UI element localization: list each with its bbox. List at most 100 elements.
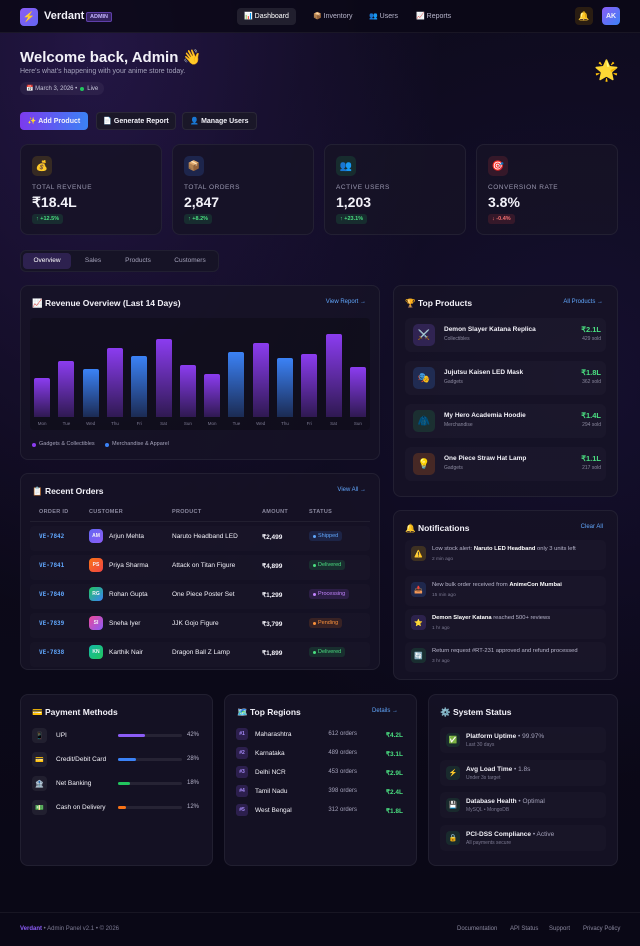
region-rank: #5: [236, 804, 248, 816]
date: 📅 March 3, 2026 •: [26, 86, 78, 92]
footer-link[interactable]: Documentation: [457, 926, 498, 932]
status-dot: [313, 621, 316, 625]
status-name: Database Health: [466, 798, 517, 805]
tab[interactable]: Products: [125, 257, 151, 264]
section-link[interactable]: View All →: [337, 487, 366, 493]
status-dot: [313, 534, 316, 538]
kpi-value: ₹18.4L: [32, 194, 77, 210]
section-link[interactable]: All Products →: [563, 299, 603, 305]
region-revenue: ₹1.8L: [385, 808, 403, 815]
nav-item[interactable]: 📦 Inventory: [313, 13, 353, 20]
notification-text: Demon Slayer Katana reached 500+ reviews: [432, 615, 602, 621]
section-link[interactable]: Clear All: [580, 524, 603, 530]
order-id: VE-7838: [39, 649, 65, 656]
footer-link[interactable]: Privacy Policy: [583, 926, 621, 932]
action-button[interactable]: ✨ Add Product: [20, 112, 88, 130]
bar: [82, 369, 99, 417]
table-header: ORDER ID: [39, 509, 69, 515]
status-note: MySQL • MongoDB: [466, 807, 510, 813]
footer-link[interactable]: API Status: [510, 926, 539, 932]
highlight: AnimeCon Mumbai: [509, 582, 562, 588]
welcome-subtitle: Here's what's happening with your anime …: [20, 68, 186, 75]
notification-text: New bulk order received from AnimeCon Mu…: [432, 582, 602, 588]
text: New bulk order received from: [432, 582, 510, 588]
section-title: 📋 Recent Orders: [32, 486, 104, 496]
kpi-icon: 🎯: [488, 156, 508, 176]
nav-item[interactable]: 📈 Reports: [416, 13, 452, 20]
nav-item[interactable]: 👥 Users: [369, 13, 398, 20]
user-avatar[interactable]: AK: [602, 7, 620, 25]
bar: [155, 338, 172, 417]
section-title: ⚙️ System Status: [440, 707, 512, 717]
kpi-change: ↑ +8.2%: [184, 214, 213, 224]
section-link[interactable]: Details →: [371, 708, 398, 714]
tab[interactable]: Overview: [23, 253, 71, 269]
highlight: Demon Slayer Katana: [432, 615, 492, 621]
x-tick-label: Tue: [62, 421, 71, 426]
notification-time: 3 hr ago: [432, 659, 450, 664]
region-name: Karnataka: [255, 750, 285, 757]
notification-item: [405, 642, 606, 672]
order-amount: ₹2,499: [262, 534, 283, 541]
notification-item: [405, 540, 606, 570]
payment-icon: 💵: [32, 800, 47, 815]
notification-icon: 📥: [411, 582, 426, 597]
region-rank: #4: [236, 785, 248, 797]
product-name: One Piece Straw Hat Lamp: [444, 455, 527, 462]
text: reached 500+ reviews: [491, 615, 551, 621]
logo-icon: ⚡: [20, 8, 38, 26]
tab[interactable]: Sales: [84, 257, 102, 264]
table-header: PRODUCT: [172, 509, 202, 515]
legend-swatch: [32, 443, 36, 447]
customer-avatar: RG: [89, 587, 103, 601]
chart-card: [20, 285, 380, 460]
product-revenue: ₹1.4L: [581, 411, 601, 420]
notification-bell[interactable]: 🔔: [575, 7, 593, 25]
x-tick-label: Sat: [160, 421, 167, 426]
bar: [34, 378, 51, 417]
product-row: [405, 447, 606, 481]
payment-name: Net Banking: [56, 780, 92, 787]
bar: [58, 360, 75, 417]
action-button[interactable]: 📄 Generate Report: [96, 112, 176, 130]
status-icon: 💾: [446, 798, 460, 812]
x-tick-label: Sun: [353, 421, 362, 426]
order-status: Delivered: [309, 560, 346, 570]
payment-bar: [118, 806, 126, 809]
status-detail: • Active: [531, 830, 555, 838]
payment-bar: [118, 734, 145, 737]
notification-time: 15 min ago: [432, 593, 456, 598]
payment-track: [118, 734, 182, 737]
payments-card: [20, 694, 213, 866]
order-amount: ₹1,299: [262, 592, 283, 599]
action-button[interactable]: 👤 Manage Users: [182, 112, 257, 130]
product-icon: 💡: [413, 453, 435, 475]
bar: [277, 357, 293, 417]
kpi-card: [20, 144, 162, 235]
order-status: Processing: [309, 589, 350, 599]
order-amount: ₹4,899: [262, 563, 283, 570]
notification-text: Low stock alert: Naruto LED Headband onl…: [432, 546, 602, 552]
payment-percent: 12%: [187, 804, 200, 810]
status-line: Avg Load Time • 1.8s: [466, 766, 530, 773]
product-name: One Piece Poster Set: [172, 591, 235, 598]
tab[interactable]: Customers: [174, 257, 206, 264]
bar: [301, 353, 318, 417]
status-note: Last 30 days: [466, 742, 495, 748]
payment-name: Credit/Debit Card: [56, 756, 107, 763]
product-icon: 🎭: [413, 367, 435, 389]
region-revenue: ₹2.4L: [385, 789, 403, 796]
product-name: JJK Gojo Figure: [172, 620, 219, 627]
region-name: Delhi NCR: [255, 769, 286, 776]
status-dot: [313, 650, 316, 654]
x-tick-label: Mon: [207, 421, 217, 426]
x-tick-label: Fri: [306, 421, 312, 426]
footer-link[interactable]: Support: [549, 926, 571, 932]
footer-version: • Admin Panel v2.1 • © 2026: [42, 926, 120, 932]
nav-item[interactable]: 📊 Dashboard: [237, 8, 296, 25]
notification-item: [405, 609, 606, 639]
system-card: [428, 694, 618, 866]
chart-link[interactable]: View Report →: [325, 299, 366, 305]
order-status: Pending: [309, 618, 343, 628]
kpi-card: [324, 144, 466, 235]
